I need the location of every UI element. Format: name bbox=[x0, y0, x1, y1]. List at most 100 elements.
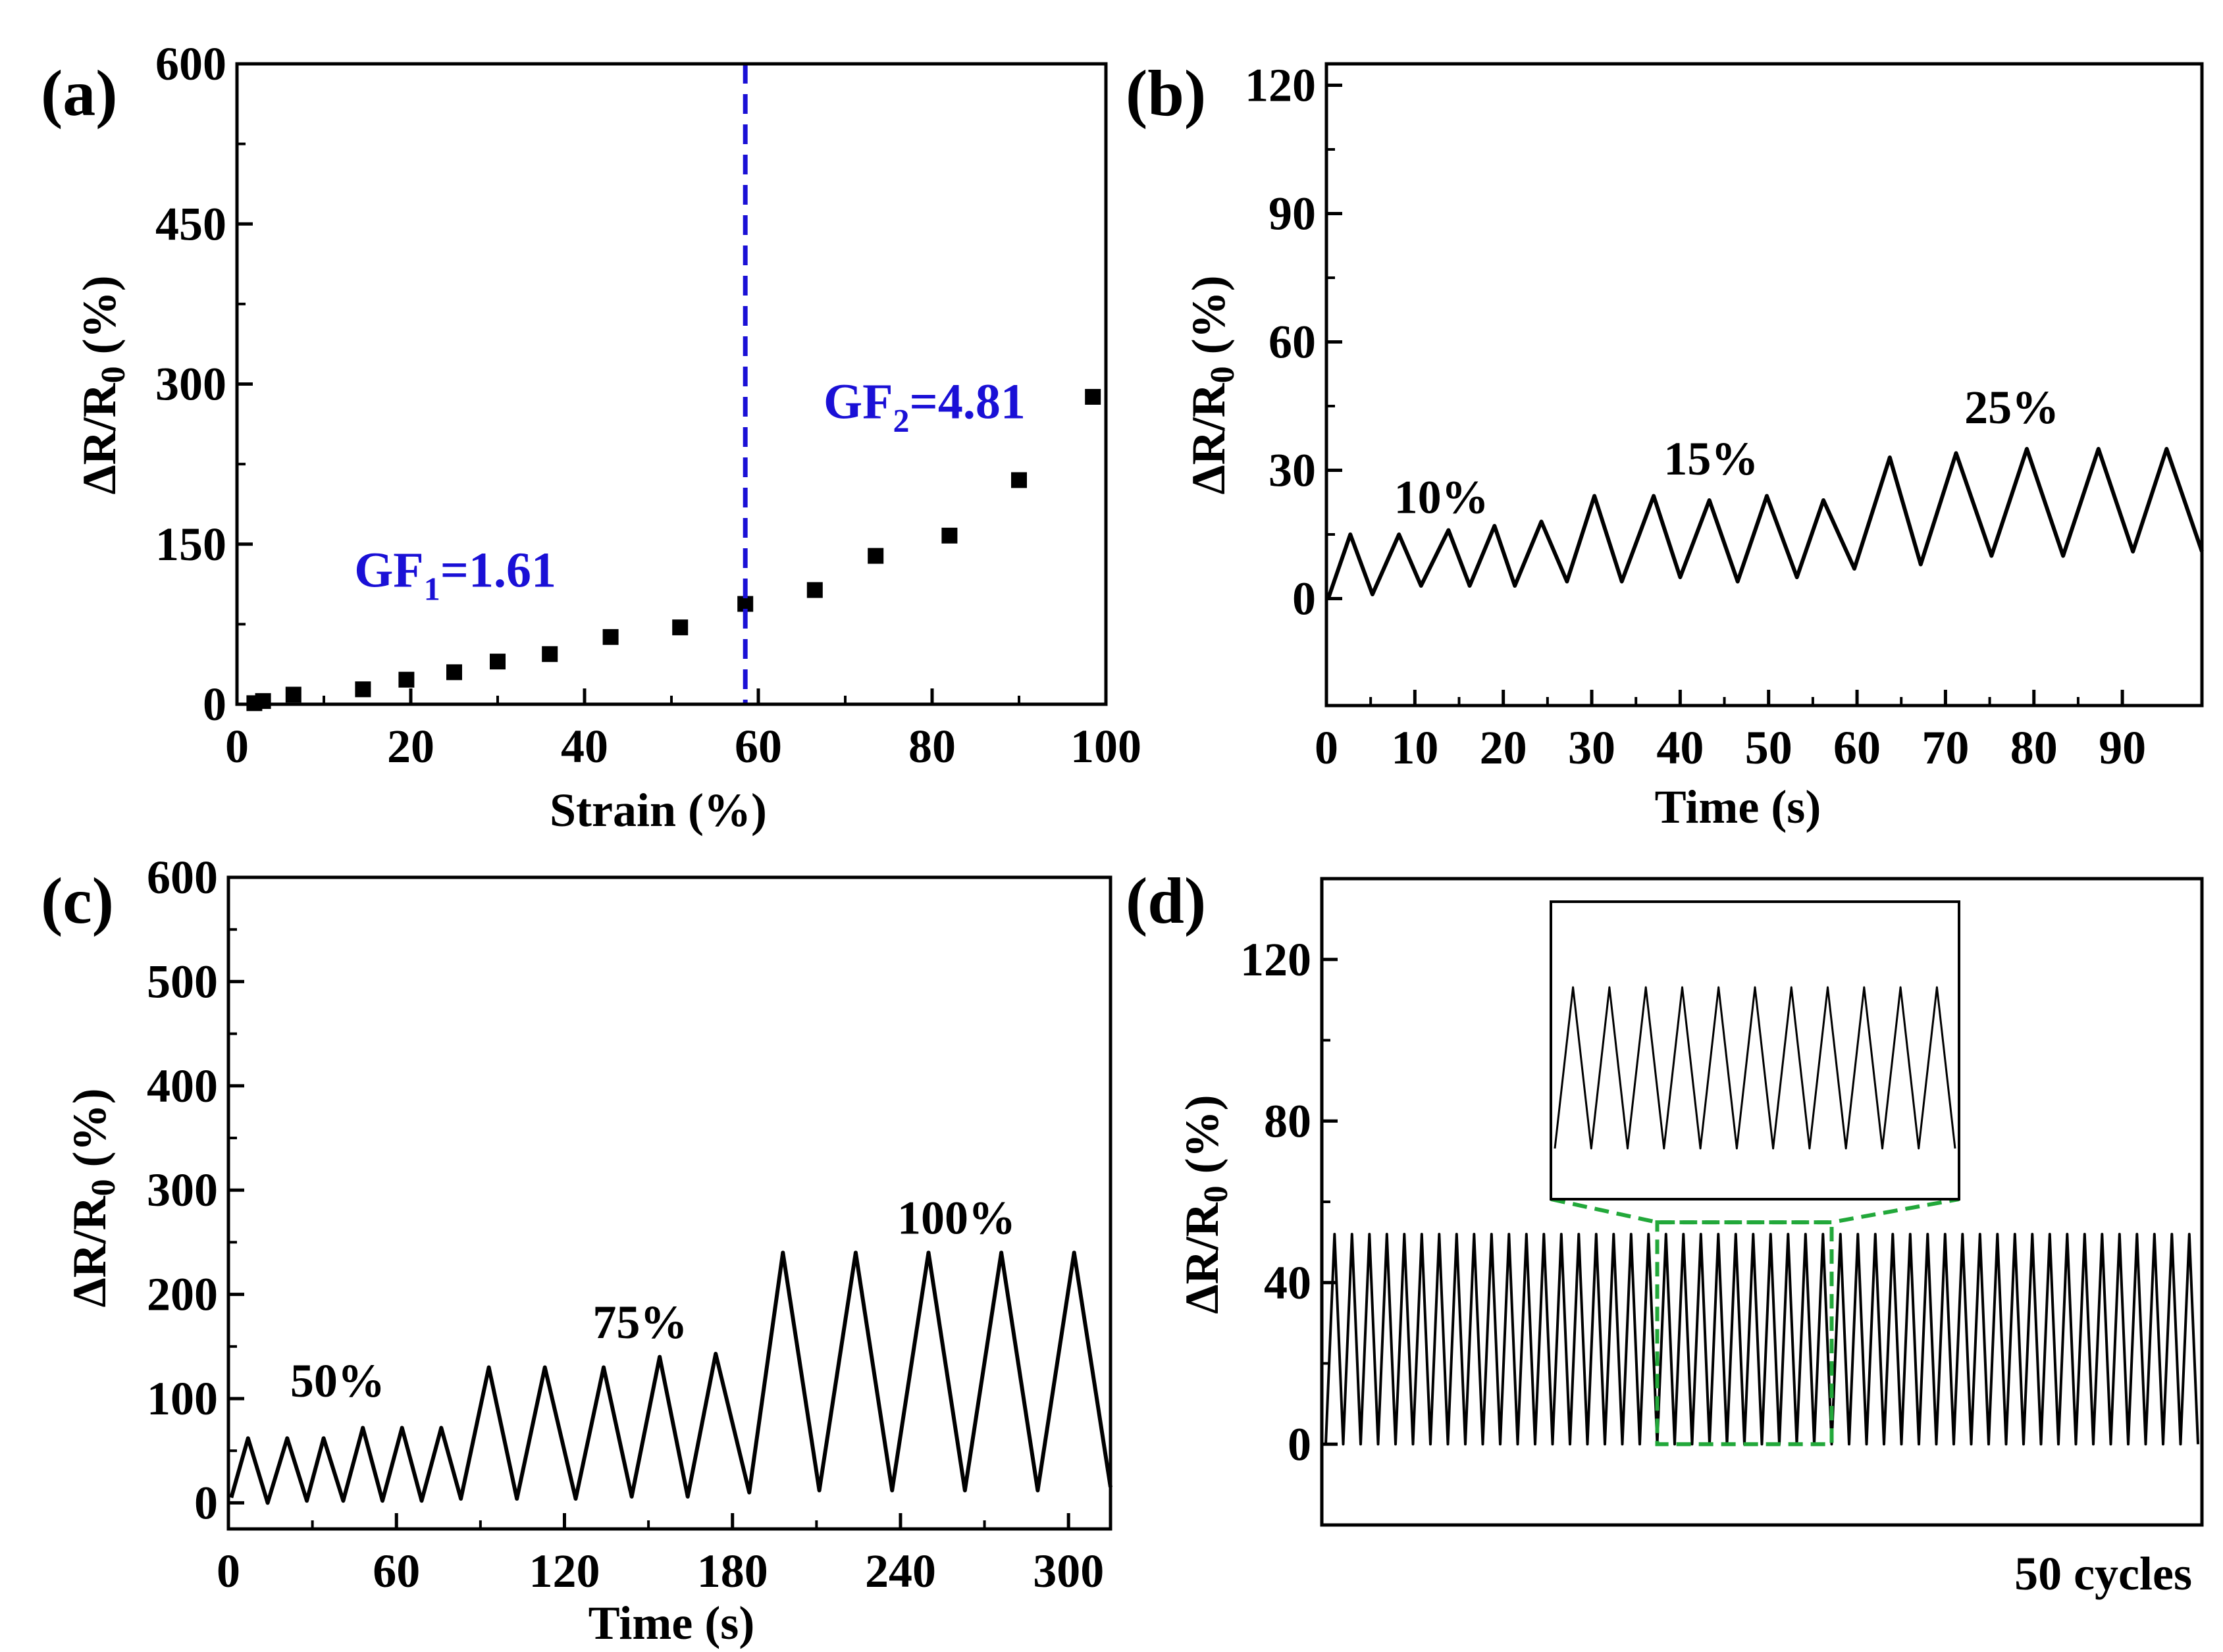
panel-c-y-tick-label: 600 bbox=[147, 851, 218, 904]
panel-d-zoom-connector bbox=[1550, 1197, 1960, 1225]
panel-a-x-tick-label: 0 bbox=[225, 720, 249, 773]
panel-c-x-tick-label: 60 bbox=[373, 1545, 420, 1597]
panel-c-y-axis-title: ΔR/R0 (%) bbox=[63, 1088, 122, 1307]
panel-c-y-tick-label: 0 bbox=[194, 1476, 218, 1529]
panel-b-strain-label: 25% bbox=[1964, 381, 2059, 434]
panel-c-y-tick-label: 100 bbox=[147, 1372, 218, 1425]
panel-c-x-tick-label: 120 bbox=[529, 1545, 600, 1597]
panel-c-series-line bbox=[229, 1251, 1112, 1505]
panel-a-y-ticks: 0 150 300 450 600 bbox=[155, 38, 253, 731]
panel-a-data-point bbox=[490, 654, 506, 670]
panel-c-label: (c) bbox=[41, 864, 114, 937]
panel-b-y-tick-label: 30 bbox=[1268, 444, 1316, 497]
panel-a-y-tick-label: 300 bbox=[155, 358, 226, 411]
panel-d-label: (d) bbox=[1126, 864, 1206, 937]
panel-d-series-line bbox=[1324, 1233, 2199, 1446]
panel-b-x-tick-label: 10 bbox=[1391, 721, 1438, 774]
panel-c-y-tick-label: 300 bbox=[147, 1164, 218, 1216]
panel-d-y-tick-label: 0 bbox=[1288, 1418, 1311, 1470]
panel-a-y-axis-title: ΔR/R0 (%) bbox=[73, 275, 132, 494]
panel-a-data-point bbox=[672, 619, 689, 636]
panel-b-x-ticks: 0 10 20 30 40 50 60 70 80 90 bbox=[1315, 690, 2146, 774]
panel-b-x-tick-label: 80 bbox=[2010, 721, 2058, 774]
panel-b-series-line bbox=[1326, 447, 2204, 600]
panel-b-x-tick-label: 30 bbox=[1568, 721, 1615, 774]
panel-b-x-tick-label: 40 bbox=[1656, 721, 1704, 774]
panel-d-y-axis-title: ΔR/R0 (%) bbox=[1176, 1095, 1235, 1314]
panel-c-y-tick-label: 500 bbox=[147, 955, 218, 1008]
panel-a-y-tick-label: 600 bbox=[155, 38, 226, 90]
panel-d-y-tick-label: 120 bbox=[1240, 933, 1311, 986]
panel-b-y-tick-label: 60 bbox=[1268, 316, 1316, 369]
panel-a-data-point bbox=[542, 646, 558, 662]
panel-a-gf2-label: GF2=4.81 bbox=[824, 374, 1026, 438]
panel-a-data-point bbox=[1011, 472, 1027, 488]
panel-b-strain-label: 10% bbox=[1394, 471, 1489, 524]
panel-b-y-tick-label: 120 bbox=[1245, 59, 1316, 112]
panel-b-y-tick-label: 90 bbox=[1268, 188, 1316, 240]
panel-b-x-tick-label: 70 bbox=[1922, 721, 1969, 774]
panel-b-y-ticks: 0 30 60 90 120 bbox=[1245, 59, 1342, 625]
panel-a-x-axis-title: Strain (%) bbox=[550, 784, 767, 837]
panel-c-y-tick-label: 400 bbox=[147, 1060, 218, 1112]
panel-d-cycles-note: 50 cycles bbox=[2014, 1547, 2192, 1600]
panel-a-x-ticks: 0 20 40 60 80 100 bbox=[225, 688, 1141, 773]
panel-b-x-tick-label: 0 bbox=[1315, 721, 1338, 774]
panel-d-highlight-box bbox=[1655, 1220, 1834, 1447]
panel-b-label: (b) bbox=[1126, 57, 1206, 130]
panel-a-data-point bbox=[1085, 388, 1101, 405]
panel-a-data-point bbox=[602, 629, 619, 645]
panel-c-x-ticks: 0 60 120 180 240 300 bbox=[217, 1513, 1104, 1597]
panel-a-y-tick-label: 150 bbox=[155, 518, 226, 571]
panel-d-inset-series-line bbox=[1554, 986, 1956, 1150]
panel-b-x-axis-title: Time (s) bbox=[1655, 781, 1821, 833]
panel-b-frame bbox=[1324, 62, 2204, 708]
panel-c-strain-label: 50% bbox=[290, 1355, 385, 1407]
panel-a-data-point bbox=[285, 686, 301, 703]
panel-b: (b) 0 30 60 90 120 0 10 20 30 40 50 60 70 80 90 10% 15… bbox=[1126, 57, 2204, 833]
panel-b-y-axis-title: ΔR/R0 (%) bbox=[1182, 275, 1242, 494]
panel-c-x-tick-label: 180 bbox=[697, 1545, 768, 1597]
panel-d: (d) 0 40 80 120 50 cycles ΔR/R0 (%) bbox=[1126, 864, 2204, 1600]
panel-d-y-tick-label: 80 bbox=[1264, 1095, 1311, 1147]
panel-b-annotations: 10% 15% 25% bbox=[1394, 381, 2060, 524]
panel-d-y-tick-label: 40 bbox=[1264, 1256, 1311, 1309]
panel-a-data-point bbox=[255, 693, 271, 710]
panel-d-inset-frame bbox=[1550, 900, 1960, 1200]
panel-c-x-tick-label: 240 bbox=[865, 1545, 936, 1597]
panel-a-data-point bbox=[446, 664, 462, 681]
panel-a-data-point bbox=[868, 548, 884, 564]
panel-a-label: (a) bbox=[41, 57, 118, 130]
panel-a-x-tick-label: 60 bbox=[735, 720, 782, 773]
panel-b-y-tick-label: 0 bbox=[1292, 573, 1316, 625]
panel-a-data-point bbox=[355, 681, 371, 698]
panel-a-y-tick-label: 0 bbox=[203, 678, 226, 731]
panel-c-strain-label: 75% bbox=[592, 1296, 687, 1349]
panel-b-x-tick-label: 60 bbox=[1833, 721, 1881, 774]
panel-b-x-tick-label: 20 bbox=[1480, 721, 1527, 774]
panel-b-strain-label: 15% bbox=[1663, 432, 1758, 485]
panel-d-y-ticks: 0 40 80 120 bbox=[1240, 933, 1338, 1470]
panel-a-y-tick-label: 450 bbox=[155, 197, 226, 250]
panel-a-data-point bbox=[398, 671, 415, 688]
panel-c-y-ticks: 0 100 200 300 400 500 600 bbox=[147, 851, 244, 1529]
panel-a-x-tick-label: 40 bbox=[561, 720, 608, 773]
panel-b-x-tick-label: 90 bbox=[2099, 721, 2146, 774]
panel-a-points bbox=[246, 388, 1101, 711]
panel-c-strain-label: 100% bbox=[897, 1192, 1016, 1245]
panel-b-x-tick-label: 50 bbox=[1745, 721, 1792, 774]
panel-c-annotations: 50% 75% 100% bbox=[290, 1192, 1016, 1407]
panel-c-x-axis-title: Time (s) bbox=[588, 1597, 755, 1649]
panel-a-x-tick-label: 80 bbox=[908, 720, 956, 773]
panel-a-data-point bbox=[806, 582, 823, 598]
panel-c-frame bbox=[226, 875, 1112, 1531]
panel-a-frame bbox=[235, 62, 1108, 706]
panel-a-gf1-label: GF1=1.61 bbox=[354, 543, 556, 607]
panel-a-x-tick-label: 20 bbox=[387, 720, 434, 773]
panel-c-y-tick-label: 200 bbox=[147, 1268, 218, 1321]
panel-a-data-point bbox=[941, 527, 958, 544]
panel-c-x-tick-label: 300 bbox=[1033, 1545, 1104, 1597]
